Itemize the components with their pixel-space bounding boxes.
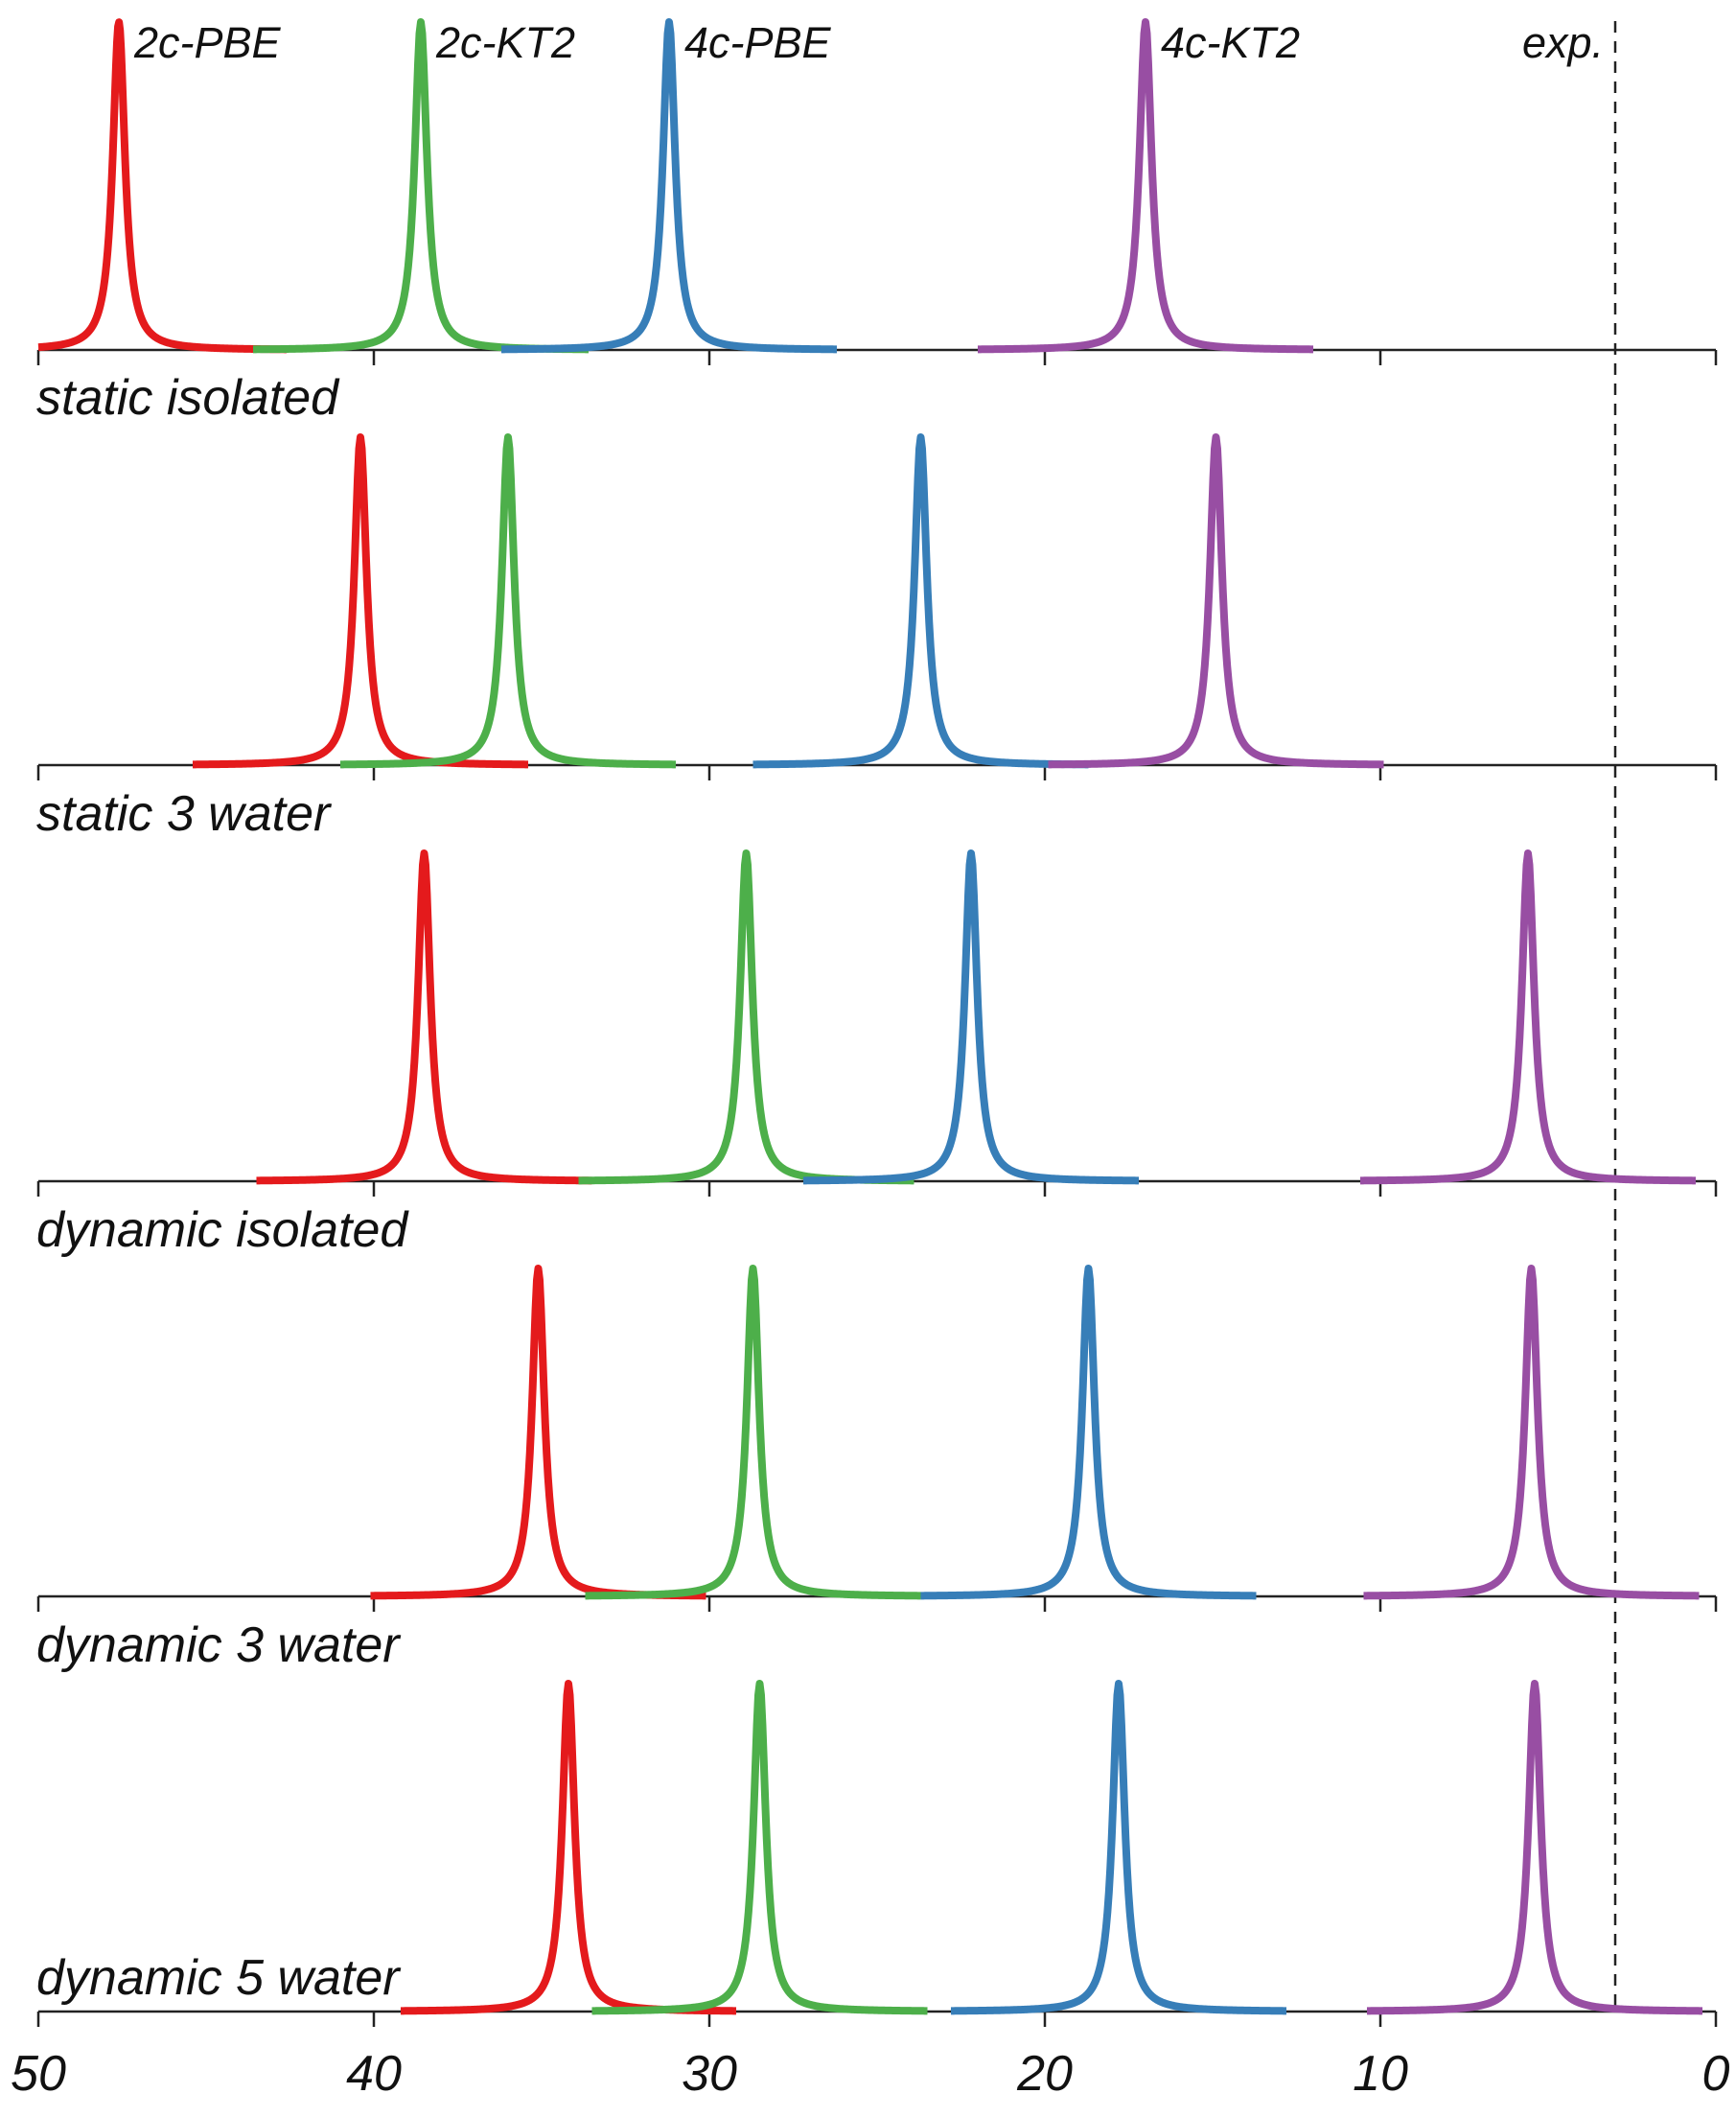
- x-tick-label: 0: [1702, 2046, 1730, 2102]
- peak-4c-pbe: [948, 1680, 1289, 2015]
- peak-2c-pbe: [35, 18, 289, 354]
- x-tick-label: 40: [346, 2046, 402, 2102]
- panel-3: static 3 water: [36, 786, 1718, 1197]
- peak-2c-kt2: [582, 1265, 924, 1600]
- panel-label: static 3 water: [36, 786, 333, 842]
- legend-label-2c-kt2: 2c-KT2: [435, 18, 575, 67]
- x-axis: 50 40 30 20 10 0: [11, 2046, 1729, 2102]
- peak-2c-pbe: [190, 433, 531, 769]
- panel-label: dynamic 3 water: [36, 1617, 402, 1673]
- peak-2c-pbe: [398, 1680, 739, 2015]
- peak-4c-kt2: [975, 18, 1316, 354]
- peak-2c-pbe: [367, 1265, 709, 1600]
- peak-4c-pbe: [750, 433, 1092, 769]
- peak-4c-kt2: [1364, 1680, 1705, 2015]
- x-tick-label: 20: [1016, 2046, 1073, 2102]
- peak-2c-pbe: [253, 849, 595, 1185]
- spectra-panels: static isolated static 3 water dynamic iso…: [35, 18, 1718, 2027]
- x-tick-label: 50: [11, 2046, 66, 2102]
- panel-2: static isolated: [36, 370, 1718, 780]
- x-tick-label: 30: [682, 2046, 737, 2102]
- peak-4c-pbe: [800, 849, 1142, 1185]
- legend-label-4c-pbe: 4c-PBE: [684, 18, 832, 67]
- legend-label-2c-pbe: 2c-PBE: [133, 18, 282, 67]
- peak-2c-kt2: [575, 849, 917, 1185]
- legend: 2c-PBE 2c-KT2 4c-PBE 4c-KT2: [133, 18, 1300, 67]
- peak-4c-kt2: [1045, 433, 1387, 769]
- panel-1: [35, 18, 1718, 365]
- peak-4c-pbe: [917, 1265, 1260, 1600]
- x-tick-label: 10: [1353, 2046, 1408, 2102]
- peak-4c-pbe: [498, 18, 840, 354]
- peak-2c-kt2: [589, 1680, 931, 2015]
- exp-label: exp.: [1522, 18, 1604, 67]
- peak-2c-kt2: [337, 433, 679, 769]
- peak-2c-kt2: [250, 18, 591, 354]
- panel-label: static isolated: [36, 370, 340, 426]
- legend-label-4c-kt2: 4c-KT2: [1161, 18, 1300, 67]
- panel-4: dynamic isolated: [36, 1202, 1718, 1612]
- panel-5: dynamic 3 water: [36, 1617, 1718, 2027]
- panel-label-bottom: dynamic 5 water: [36, 1950, 402, 2006]
- peak-4c-kt2: [1360, 1265, 1702, 1600]
- experimental-reference: exp.: [1522, 18, 1617, 2012]
- panel-label: dynamic isolated: [36, 1202, 409, 1258]
- peak-4c-kt2: [1357, 849, 1699, 1185]
